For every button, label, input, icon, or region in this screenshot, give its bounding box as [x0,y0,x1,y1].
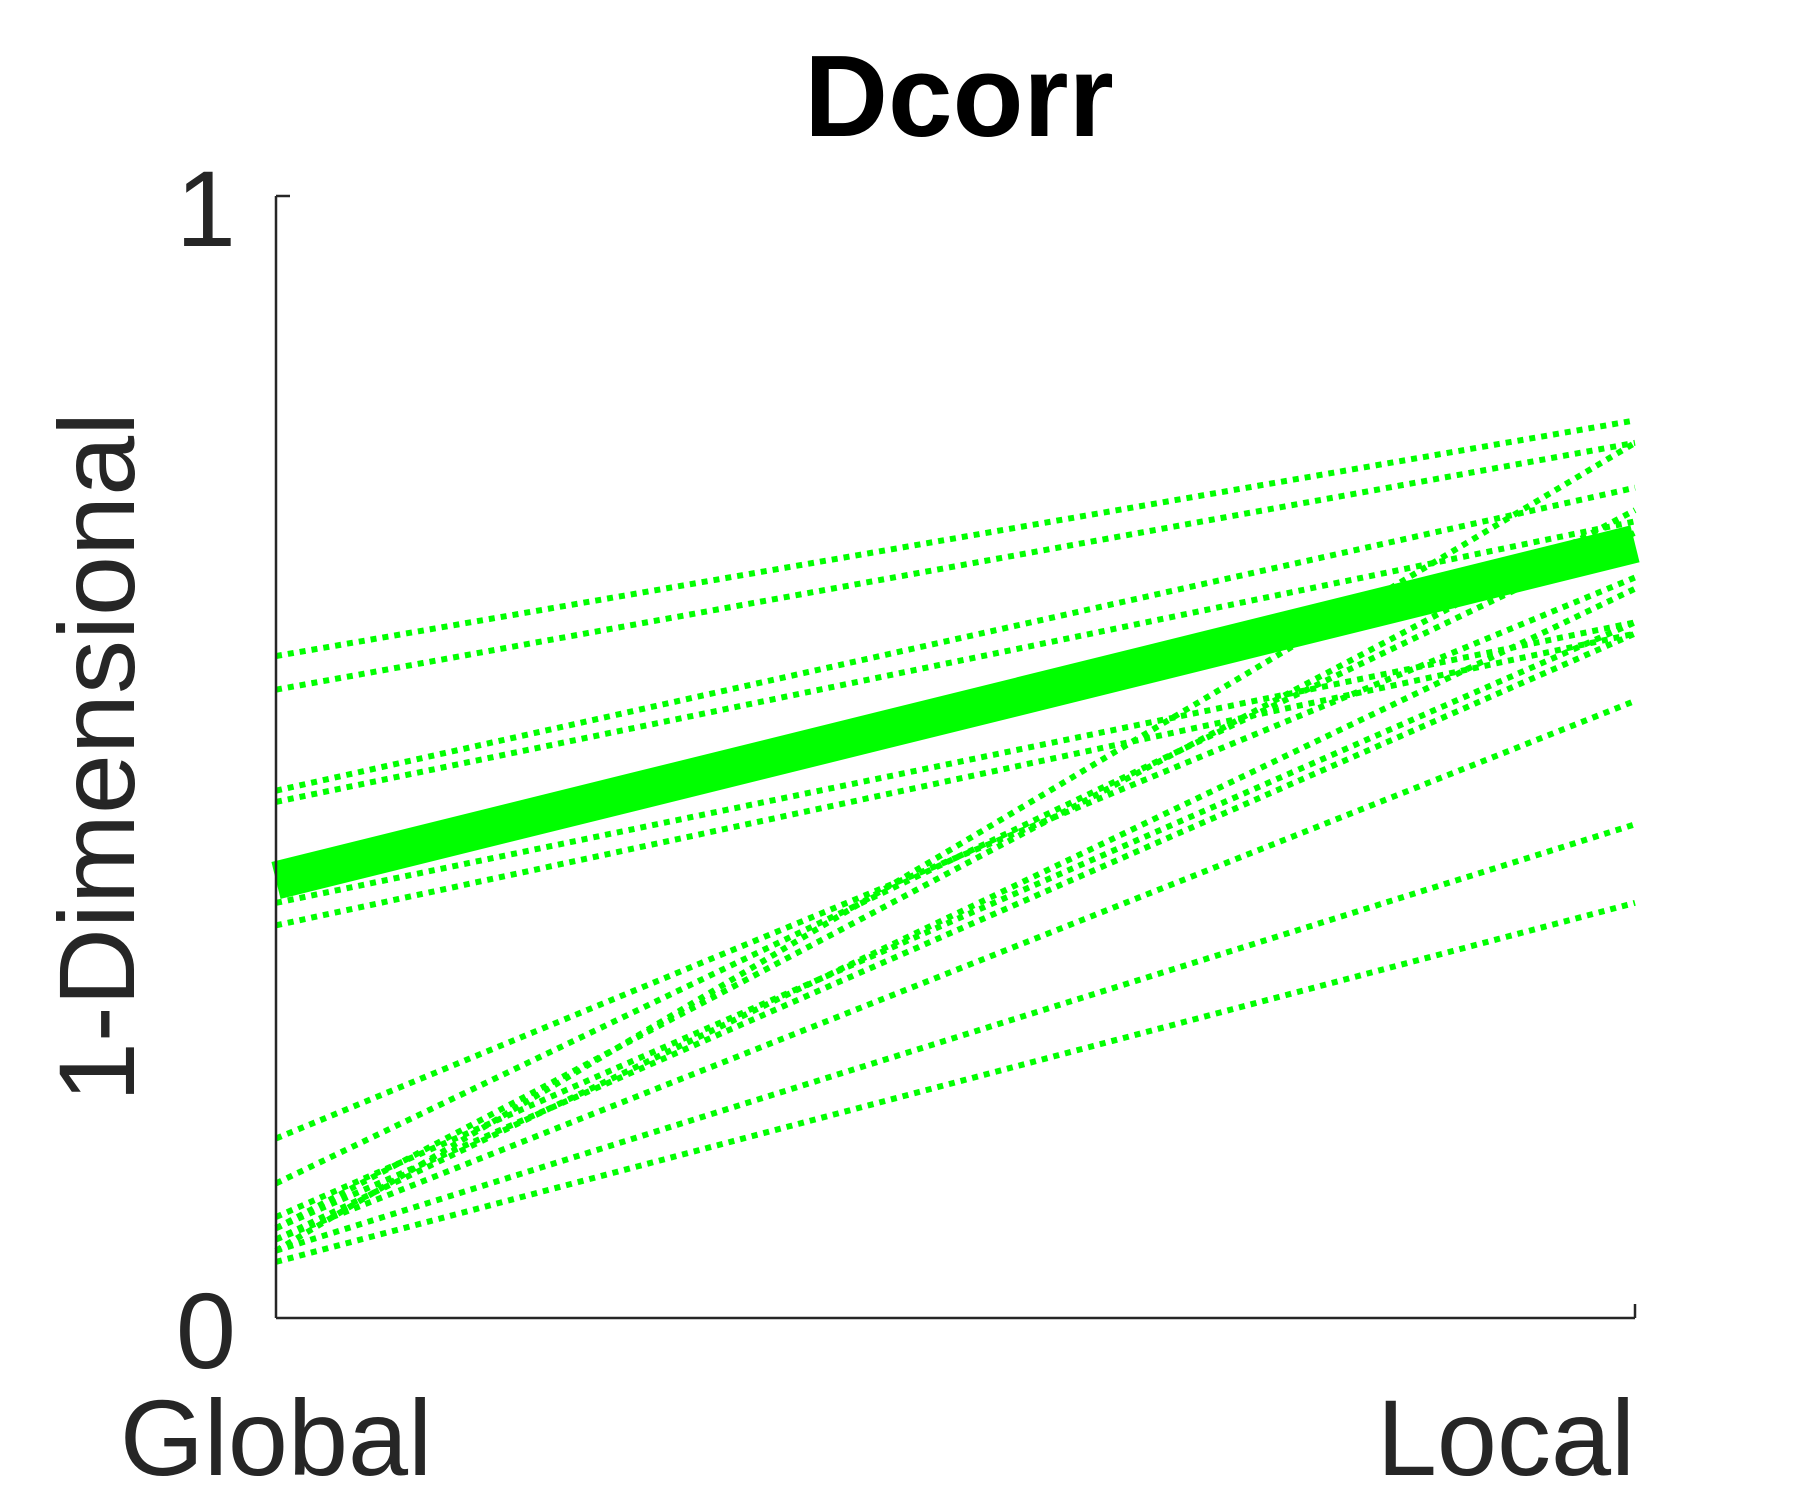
x-tick-label-local: Local [1377,1377,1635,1498]
y-tick-label-bottom: 0 [176,1270,236,1391]
chart-title: Dcorr [804,31,1113,161]
series-line-7 [274,574,1637,1142]
series-line-2 [275,439,1636,693]
series-line-13 [275,899,1636,1265]
series-line-6 [275,630,1636,929]
series-line-12 [275,821,1636,1254]
series-layer [274,417,1637,1265]
y-axis-label: 1-Dimensional [36,412,157,1102]
series-line-4 [275,518,1636,805]
series-line-1 [275,417,1636,659]
series-line-16 [274,630,1637,1231]
mean-line [271,525,1640,899]
mean-layer [271,525,1640,899]
series-line-11 [274,698,1637,1243]
series-line-3 [275,484,1636,794]
series-line-9 [274,619,1637,1220]
x-tick-label-global: Global [120,1377,432,1498]
series-line-10 [274,507,1637,1231]
y-tick-label-top: 1 [176,148,236,269]
